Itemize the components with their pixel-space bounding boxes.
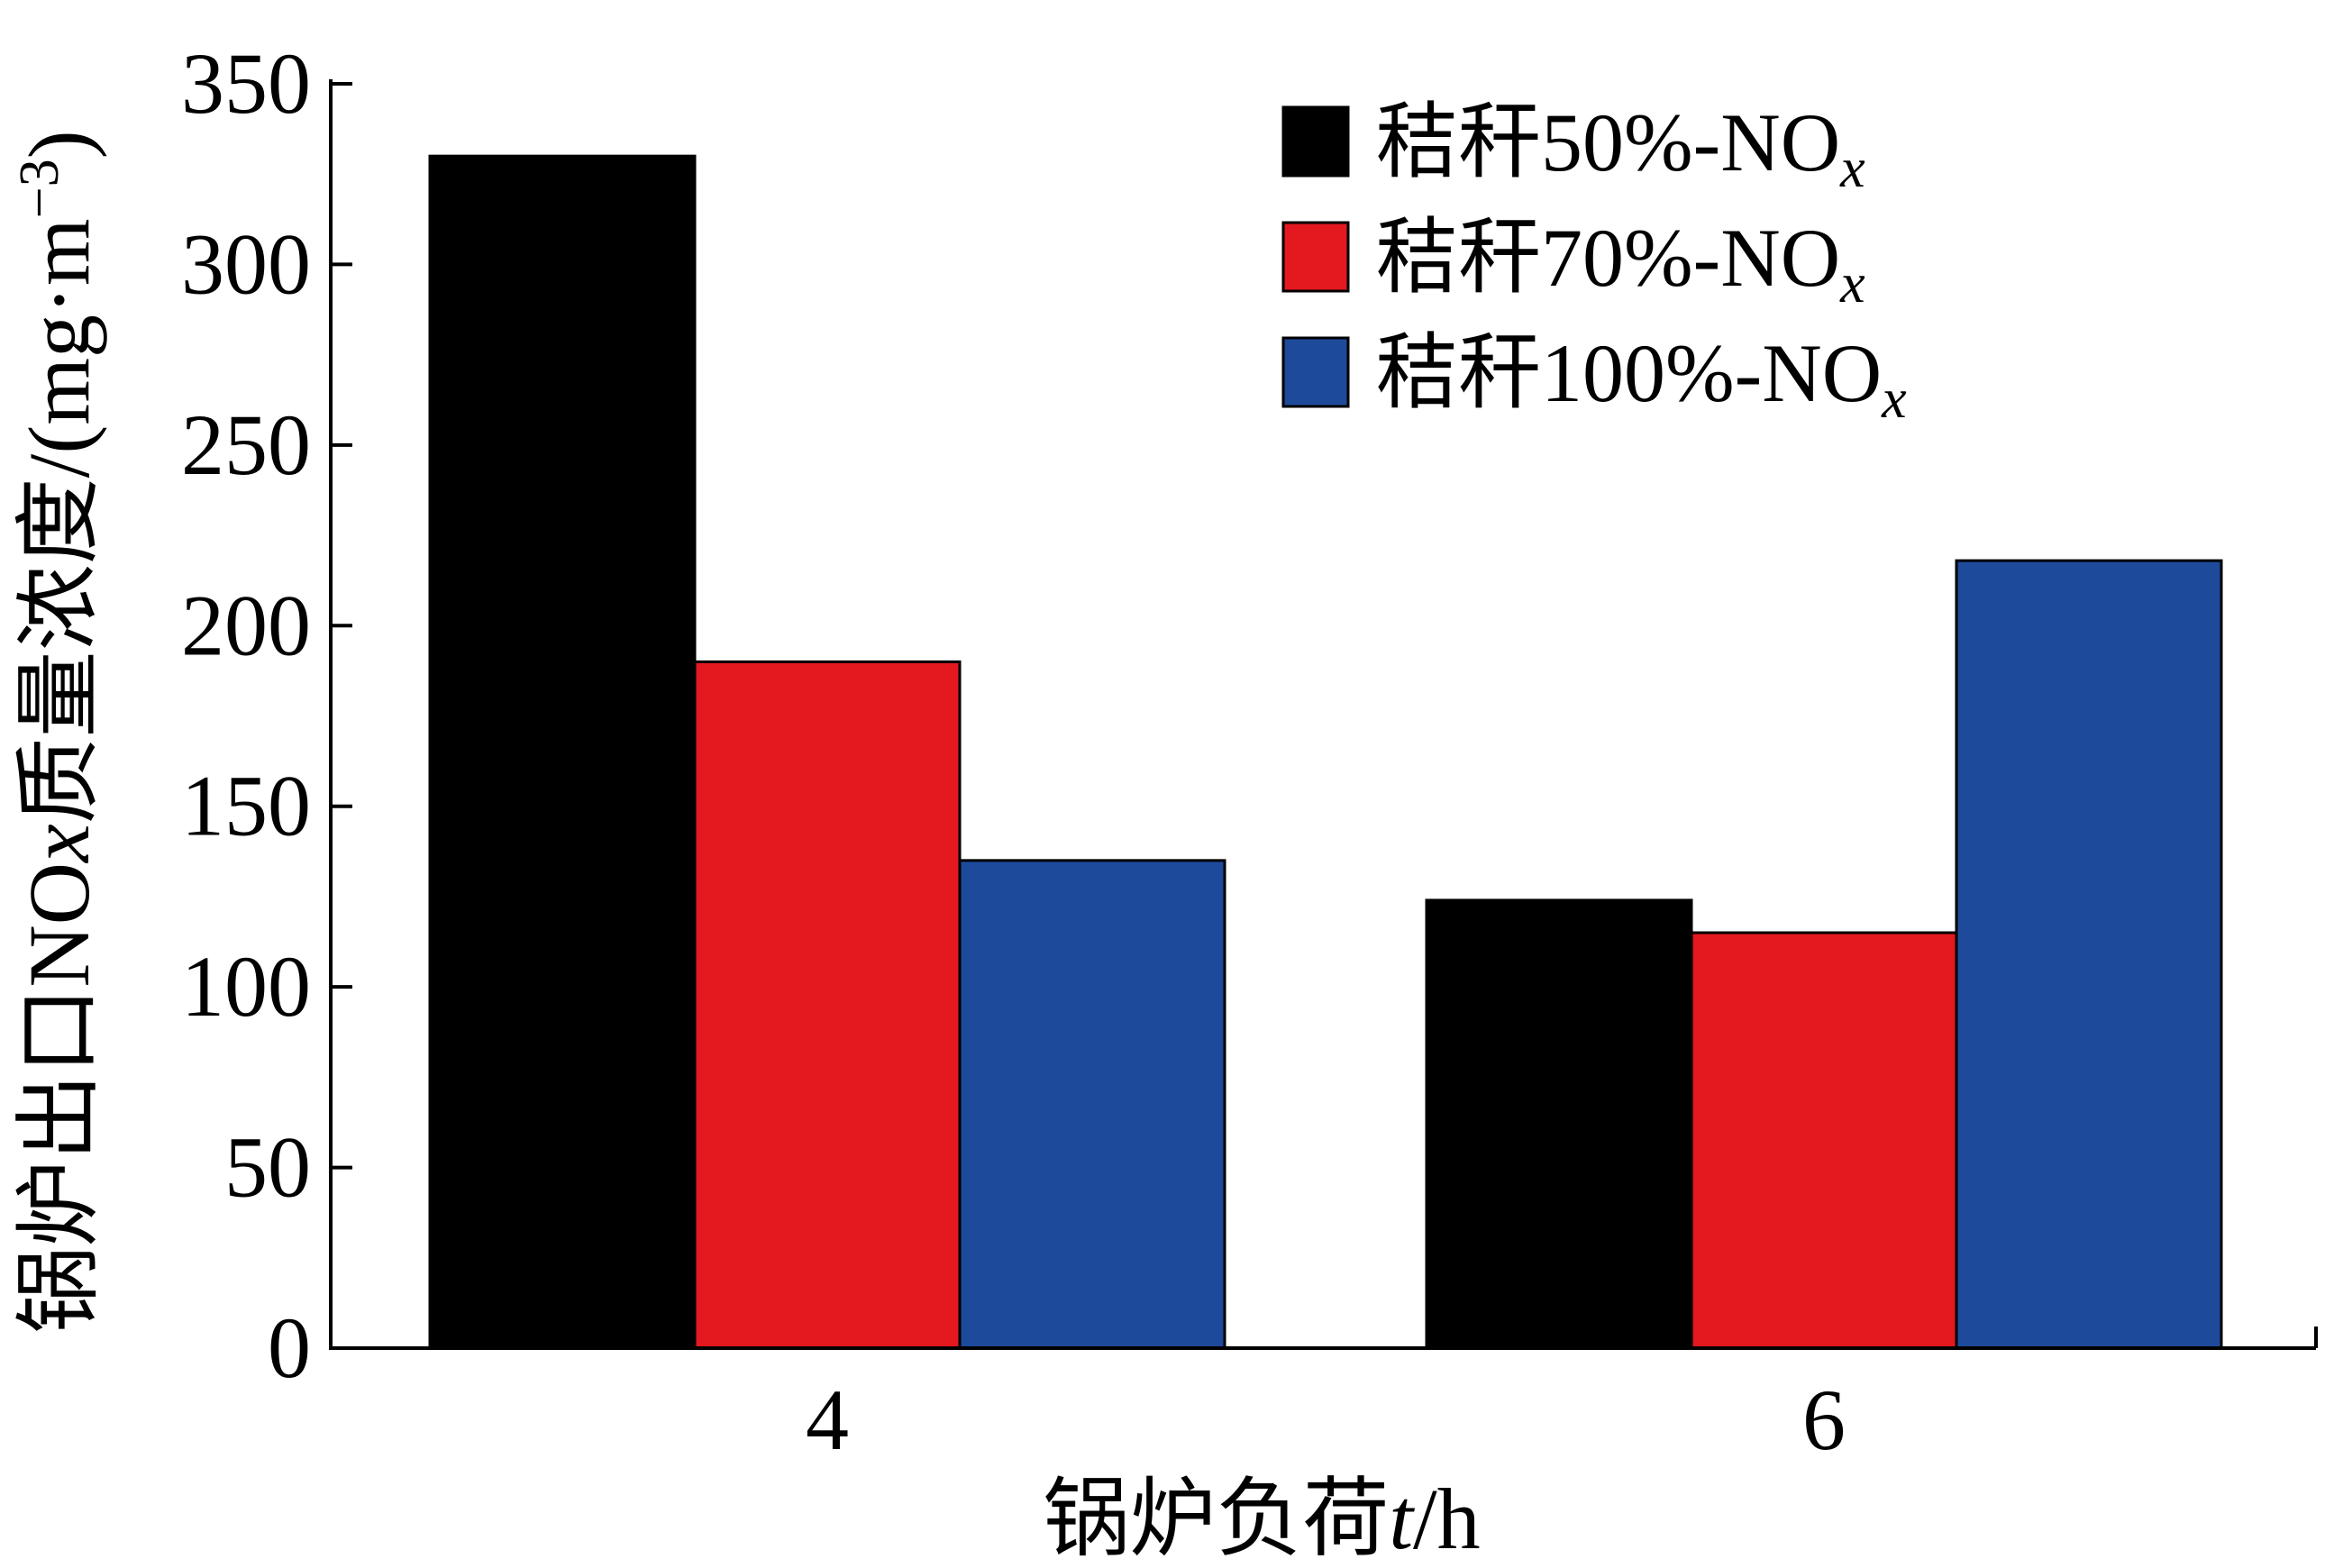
legend-label: 秸秆100%-NOx [1375,327,1907,430]
y-tick-label: 100 [181,938,311,1035]
x-tick-label: 4 [806,1372,849,1468]
y-tick-label: 0 [268,1299,311,1396]
bar-1-category-4 [428,154,697,1350]
legend-label: 秸秆50%-NOx [1375,96,1865,199]
y-tick-label: 250 [181,397,311,493]
legend-swatch [1281,336,1350,408]
legend: 秸秆50%-NOx 秸秆70%-NOx 秸秆100%-NOx [1281,96,1907,430]
bar-3-category-4 [958,859,1226,1350]
bar-1-category-6 [1425,898,1693,1350]
legend-swatch [1281,105,1350,178]
legend-label: 秸秆70%-NOx [1375,212,1865,315]
bar-2-category-4 [693,660,962,1350]
x-tick-label: 6 [1802,1372,1846,1468]
y-ticks-group: 0 50 100 150 200 250 300 350 [181,35,352,1396]
y-tick-label: 300 [181,215,311,312]
bar-3-category-6 [1955,559,2223,1350]
y-tick-label: 200 [181,577,311,673]
bar-2-category-6 [1690,931,1958,1350]
y-axis-title: 锅炉出口NOx质量浓度/(mg·m−3) [9,130,107,1333]
y-tick-label: 350 [181,35,311,132]
x-axis-title: 锅炉负荷t/h [1043,1471,1480,1567]
bars-group [428,154,2223,1350]
legend-swatch [1281,221,1350,293]
axes-group [329,79,2318,1350]
y-tick-label: 50 [224,1119,311,1216]
y-tick-label: 150 [181,758,311,854]
